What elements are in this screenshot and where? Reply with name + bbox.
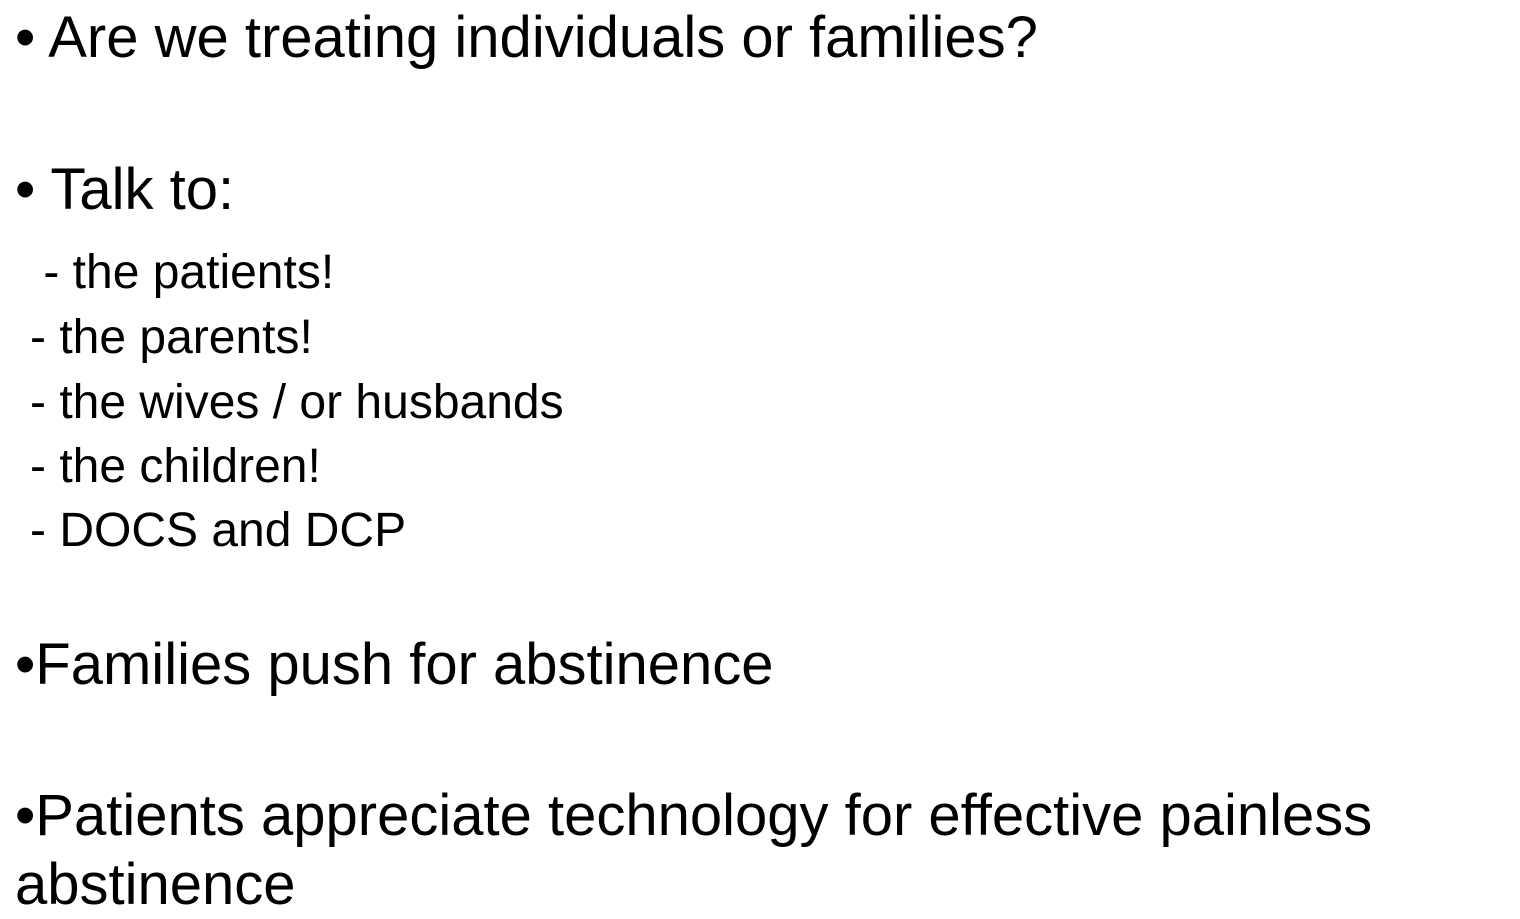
sub-item: - the patients!	[30, 246, 335, 299]
sub-item: - the wives / or husbands	[30, 376, 564, 429]
bullet-line: • Are we treating individuals or familie…	[15, 5, 1038, 70]
bullet-line: •Patients appreciate technology for effe…	[15, 783, 1373, 917]
bullet-line: • Talk to:	[15, 157, 235, 222]
bullet-line: •Families push for abstinence	[15, 632, 774, 697]
sub-item: - DOCS and DCP	[30, 504, 407, 557]
sub-item: - the children!	[30, 440, 321, 493]
sub-item: - the parents!	[30, 311, 313, 364]
